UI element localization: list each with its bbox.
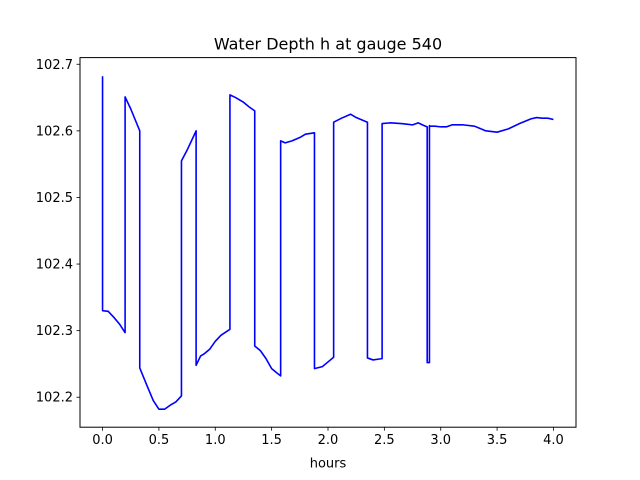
- y-tick-label: 102.3: [36, 324, 73, 339]
- series-line: [101, 76, 554, 411]
- plot-area: [80, 57, 576, 428]
- x-tick-label: 1.0: [205, 433, 226, 448]
- y-tick-label: 102.2: [36, 391, 73, 406]
- x-axis-ticks: 0.0 0.5 1.0 1.5 2.0 2.5 3.0 3.5 4.0: [92, 427, 564, 448]
- x-axis-label: hours: [310, 457, 347, 472]
- y-tick-label: 102.5: [36, 191, 73, 206]
- x-tick-label: 2.5: [374, 433, 395, 448]
- x-tick-label: 2.0: [318, 433, 339, 448]
- x-tick-label: 3.0: [430, 433, 451, 448]
- x-tick-label: 0.0: [92, 433, 113, 448]
- series-layer: [101, 76, 554, 411]
- y-tick-label: 102.6: [36, 124, 73, 139]
- plot-frame: [79, 57, 577, 428]
- chart-title: Water Depth h at gauge 540: [214, 35, 442, 54]
- x-tick-label: 1.5: [261, 433, 282, 448]
- x-tick-label: 3.5: [487, 433, 508, 448]
- y-tick-label: 102.7: [36, 58, 73, 73]
- x-tick-label: 0.5: [149, 433, 170, 448]
- y-tick-label: 102.4: [36, 258, 73, 273]
- x-tick-label: 4.0: [543, 433, 564, 448]
- y-axis-ticks: 102.2 102.3 102.4 102.5 102.6 102.7: [36, 58, 80, 406]
